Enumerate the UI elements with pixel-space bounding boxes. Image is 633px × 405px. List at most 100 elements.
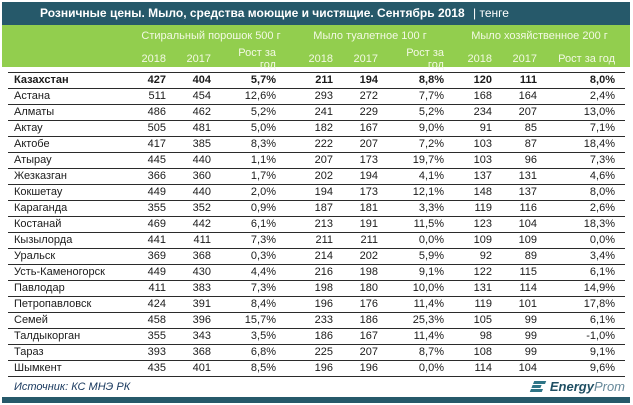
region-name: Усть-Каменогорск	[8, 264, 136, 281]
region-name: Атырау	[8, 152, 136, 169]
growth-cell: 6,1%	[547, 312, 625, 329]
growth-cell: 8,5%	[221, 360, 286, 377]
value-cell: 396	[176, 312, 221, 329]
value-cell: 229	[343, 104, 388, 121]
value-cell: 222	[286, 136, 343, 153]
region-name: Кызылорда	[8, 232, 136, 249]
table-row: Кызылорда 441 411 7,3% 211 211 0,0% 109 …	[8, 232, 625, 249]
value-cell: 211	[286, 232, 343, 249]
energyprom-e-icon	[529, 380, 548, 393]
growth-cell: 9,1%	[547, 344, 625, 361]
value-cell: 411	[176, 232, 221, 249]
value-cell: 186	[343, 312, 388, 329]
column-group-laundry-soap: Мыло хозяйственное 200 г	[471, 30, 608, 42]
value-cell: 207	[343, 344, 388, 361]
bottom-accent-bar	[2, 397, 630, 403]
value-cell: 131	[454, 280, 502, 297]
growth-cell: 5,7%	[221, 72, 286, 89]
region-name: Актобе	[8, 136, 136, 153]
value-cell: 101	[502, 296, 547, 313]
logo-bar-bottom	[529, 388, 544, 392]
growth-cell: 0,0%	[388, 232, 454, 249]
value-cell: 352	[176, 200, 221, 217]
sub-header-2017: 2017	[186, 53, 211, 65]
value-cell: 123	[454, 216, 502, 233]
value-cell: 196	[286, 360, 343, 377]
table-row: Петропавловск 424 391 8,4% 196 176 11,4%…	[8, 296, 625, 313]
value-cell: 99	[502, 344, 547, 361]
sub-header-growth: Рост за год	[238, 47, 276, 71]
region-name: Уральск	[8, 248, 136, 265]
value-cell: 109	[502, 232, 547, 249]
value-cell: 430	[176, 264, 221, 281]
table-row: Актау 505 481 5,0% 182 167 9,0% 91 85 7,…	[8, 120, 625, 137]
growth-cell: 4,4%	[221, 264, 286, 281]
table-row: Караганда 355 352 0,9% 187 181 3,3% 119 …	[8, 200, 625, 217]
growth-cell: 11,4%	[388, 296, 454, 313]
value-cell: 241	[286, 104, 343, 121]
value-cell: 120	[454, 72, 502, 89]
growth-cell: 9,0%	[388, 120, 454, 137]
sub-header-2017: 2017	[512, 53, 537, 65]
growth-cell: 14,9%	[547, 280, 625, 297]
table-row: Тараз 393 368 6,8% 225 207 8,7% 108 99 9…	[8, 344, 625, 361]
value-cell: 96	[502, 152, 547, 169]
value-cell: 449	[136, 184, 176, 201]
growth-cell: 0,3%	[221, 248, 286, 265]
growth-cell: 10,0%	[388, 280, 454, 297]
growth-cell: 18,4%	[547, 136, 625, 153]
region-name: Петропавловск	[8, 296, 136, 313]
value-cell: 99	[502, 312, 547, 329]
table-row: Усть-Каменогорск 449 430 4,4% 216 198 9,…	[8, 264, 625, 281]
value-cell: 435	[136, 360, 176, 377]
sub-header-row: 2018 2017 Рост за год 2018 2017 Рост за …	[8, 47, 624, 71]
value-cell: 99	[502, 328, 547, 345]
value-cell: 445	[136, 152, 176, 169]
value-cell: 115	[502, 264, 547, 281]
growth-cell: 8,3%	[221, 136, 286, 153]
growth-cell: 5,2%	[388, 104, 454, 121]
value-cell: 207	[343, 136, 388, 153]
title-bar: Розничные цены. Мыло, средства моющие и …	[2, 2, 630, 25]
table-row: Актобе 417 385 8,3% 222 207 7,2% 103 87 …	[8, 136, 625, 153]
value-cell: 469	[136, 216, 176, 233]
value-cell: 85	[502, 120, 547, 137]
source-note: Источник: КС МНЭ РК	[14, 380, 131, 393]
growth-cell: 7,1%	[547, 120, 625, 137]
value-cell: 180	[343, 280, 388, 297]
value-cell: 196	[343, 360, 388, 377]
growth-cell: 8,7%	[388, 344, 454, 361]
sub-header-growth: Рост за год	[558, 53, 615, 65]
value-cell: 427	[136, 72, 176, 89]
value-cell: 103	[454, 136, 502, 153]
growth-cell: 5,2%	[221, 104, 286, 121]
value-cell: 108	[454, 344, 502, 361]
sub-header-2018: 2018	[308, 53, 333, 65]
logo-text-prom: Prom	[593, 379, 625, 394]
value-cell: 343	[176, 328, 221, 345]
value-cell: 187	[286, 200, 343, 217]
growth-cell: 12,6%	[221, 88, 286, 105]
value-cell: 173	[343, 152, 388, 169]
value-cell: 486	[136, 104, 176, 121]
growth-cell: 11,5%	[388, 216, 454, 233]
growth-cell: 2,0%	[221, 184, 286, 201]
value-cell: 176	[343, 296, 388, 313]
growth-cell: 0,9%	[221, 200, 286, 217]
value-cell: 207	[286, 152, 343, 169]
table-row: Семей 458 396 15,7% 233 186 25,3% 105 99…	[8, 312, 625, 329]
growth-cell: 9,6%	[547, 360, 625, 377]
value-cell: 104	[502, 216, 547, 233]
value-cell: 440	[176, 184, 221, 201]
value-cell: 114	[454, 360, 502, 377]
value-cell: 137	[502, 184, 547, 201]
value-cell: 442	[176, 216, 221, 233]
column-group-row: Стиральный порошок 500 г Мыло туалетное …	[8, 25, 624, 47]
value-cell: 293	[286, 88, 343, 105]
value-cell: 92	[454, 248, 502, 265]
growth-cell: 3,5%	[221, 328, 286, 345]
region-name: Павлодар	[8, 280, 136, 297]
growth-cell: 7,3%	[221, 280, 286, 297]
value-cell: 167	[343, 120, 388, 137]
